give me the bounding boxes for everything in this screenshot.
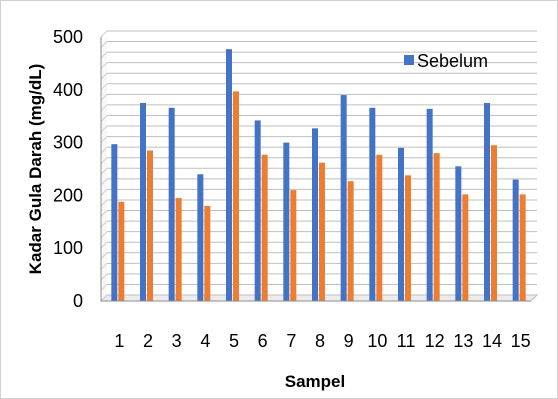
y-axis-title: Kadar Gula Darah (mg/dL) [26,64,45,275]
bar-series1-sample-3 [168,107,175,301]
bar-series2-sample-4 [204,205,211,301]
x-tick-labels: 1 2 3 4 5 6 7 8 9 10 11 12 13 14 15 [114,331,530,351]
bar-series2-sample-3 [175,198,182,301]
bar-series1-sample-5 [226,49,232,302]
bar-series2-sample-12 [433,153,440,301]
bar-series2-sample-5 [233,91,239,301]
bar-series1-sample-8 [312,128,318,301]
bar-series1-sample-12 [426,108,433,301]
x-tick-label: 11 [397,331,416,351]
x-tick-label: 6 [258,331,268,351]
gridline-depth [100,157,108,165]
gridline-depth [100,30,108,38]
x-tick-label: 12 [425,331,445,351]
gridline-depth [100,262,108,270]
bar-series2-sample-9 [347,181,354,301]
bar-series1-sample-7 [283,142,290,301]
y-tick-label: 0 [73,291,83,311]
bar-series2-sample-2 [147,150,153,301]
gridline-depth [100,51,108,59]
x-tick-label: 2 [143,331,153,351]
gridline-depth [100,284,108,291]
x-tick-label: 14 [482,331,502,351]
gridline-depth [100,62,108,70]
x-tick-label: 13 [453,331,473,351]
x-tick-label: 10 [367,331,387,351]
bar-series1-sample-10 [369,107,376,301]
x-axis-title: Sampel [285,372,345,391]
x-tick-label: 9 [344,331,354,351]
gridline-depth [100,104,108,112]
gridline-depth [100,41,108,48]
y-tick-label: 100 [53,238,83,258]
gridline-depth [100,146,108,154]
gridline-depth [100,178,108,186]
side-wall [101,37,107,301]
y-tick-labels: 0 100 200 300 400 500 [53,27,83,311]
bars [111,49,526,302]
y-tick-label: 200 [53,185,83,205]
x-tick-label: 4 [200,331,210,351]
gridline-depth [100,83,108,91]
bar-series1-sample-6 [254,120,261,301]
bar-series1-sample-14 [484,103,490,301]
gridline-depth [100,220,108,228]
gridline-depth [100,115,108,122]
bar-series1-sample-15 [512,179,519,301]
gridline-depth [100,231,108,238]
bar-series2-sample-8 [319,162,325,301]
bar-series2-sample-11 [405,175,411,301]
bar-series2-sample-10 [376,154,383,301]
bar-series2-sample-15 [519,194,526,301]
x-tick-label: 1 [114,331,124,351]
legend: Sebelum [404,51,488,71]
gridline-depth [100,125,108,133]
bar-series2-sample-1 [118,201,125,301]
bar-series1-sample-11 [398,147,404,301]
bar-series2-sample-7 [290,190,297,301]
x-tick-label: 7 [286,331,296,351]
x-tick-label: 15 [511,331,531,351]
gridline-depth [100,167,108,175]
y-tick-label: 300 [53,133,83,153]
legend-swatch-sebelum [404,55,414,65]
bar-series1-sample-9 [340,95,347,301]
bar-series1-sample-2 [140,103,146,301]
x-tick-label: 8 [315,331,325,351]
bar-series2-sample-14 [491,145,497,301]
gridline-depth [100,273,108,281]
gridline-depth [100,94,108,101]
gridline-depth [100,294,108,302]
gridline-depth [100,136,108,143]
bar-series1-sample-13 [455,166,462,301]
gridline-depth [100,72,108,80]
bar-series1-sample-1 [111,144,118,301]
gridline-depth [100,241,108,249]
bar-series2-sample-6 [261,154,268,301]
x-tick-label: 5 [229,331,239,351]
bar-series2-sample-13 [462,194,469,301]
bar-series1-sample-4 [197,174,204,301]
y-tick-label: 500 [53,27,83,47]
x-tick-label: 3 [172,331,182,351]
gridline-depth [100,199,108,207]
legend-label-sebelum: Sebelum [417,51,488,71]
gridline-depth [100,189,108,196]
axes [100,37,531,302]
y-tick-label: 400 [53,80,83,100]
gridline-depth [100,210,108,217]
gridline-depth [100,252,108,260]
